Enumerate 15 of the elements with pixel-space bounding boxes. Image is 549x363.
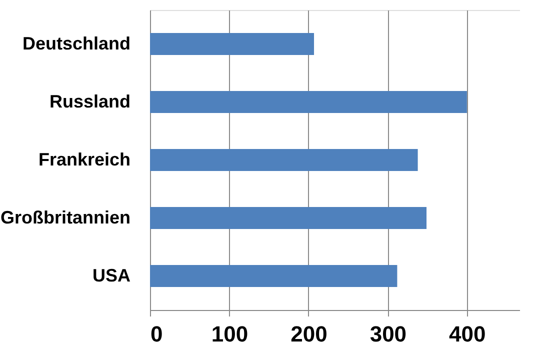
x-tick-label: 300	[370, 322, 407, 346]
x-tick-label: 0	[150, 322, 163, 346]
bar	[150, 207, 427, 229]
x-tick-label: 100	[211, 322, 248, 346]
y-tick-label: USA	[92, 266, 130, 286]
bar	[150, 33, 314, 55]
y-tick-label: Russland	[49, 92, 130, 112]
bar	[150, 149, 418, 171]
x-tick-label: 400	[449, 322, 486, 346]
bar	[150, 265, 398, 287]
y-tick-label: Deutschland	[22, 34, 130, 54]
x-tick-label: 200	[290, 322, 328, 346]
y-tick-label: Großbritannien	[0, 208, 130, 228]
bar	[150, 91, 467, 113]
y-tick-label: Frankreich	[38, 150, 130, 170]
